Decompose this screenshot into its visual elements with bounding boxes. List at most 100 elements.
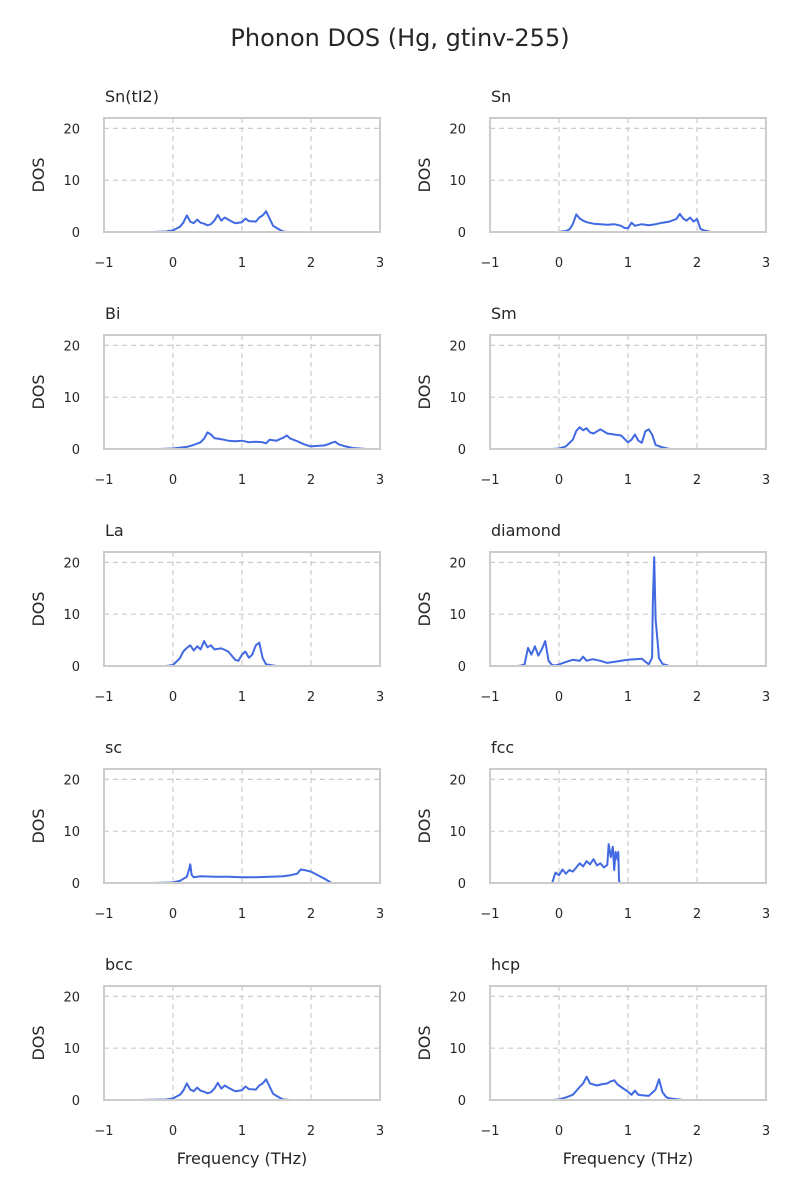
x-tick-label: 2 [307, 1124, 315, 1139]
y-axis-label: DOS [415, 374, 434, 409]
y-tick-label: 20 [449, 122, 466, 137]
y-axis-label: DOS [29, 591, 48, 626]
y-axis-label: DOS [415, 157, 434, 192]
x-tick-label: −1 [94, 1124, 113, 1139]
x-tick-label: 0 [555, 690, 563, 705]
dos-panel: diamond DOS −1 0 1 2 3 0 10 20 [415, 521, 770, 705]
panel-title: fcc [491, 738, 514, 757]
x-tick-label: 1 [238, 473, 246, 488]
y-tick-label: 20 [63, 122, 80, 137]
axes-frame [103, 117, 381, 233]
x-tick-label: 2 [693, 473, 701, 488]
y-tick-label: 20 [449, 773, 466, 788]
x-axis-label: Frequency (THz) [177, 1149, 307, 1168]
y-tick-label: 20 [449, 556, 466, 571]
y-tick-label: 20 [449, 339, 466, 354]
axes-frame [103, 985, 381, 1101]
y-tick-label: 10 [63, 608, 80, 623]
dos-panel: hcp DOS −1 0 1 2 3 0 10 20 Frequency (THz) [415, 955, 770, 1168]
x-axis-label: Frequency (THz) [563, 1149, 693, 1168]
dos-series-line [159, 431, 367, 450]
x-tick-label: 3 [762, 907, 770, 922]
y-tick-label: 20 [63, 339, 80, 354]
y-axis-label: DOS [29, 1025, 48, 1060]
axes-frame [489, 334, 767, 450]
dos-series-line [165, 640, 277, 667]
y-tick-label: 0 [458, 1094, 466, 1109]
x-tick-label: 0 [169, 690, 177, 705]
y-tick-label: 10 [449, 174, 466, 189]
y-tick-label: 20 [63, 773, 80, 788]
y-tick-label: 10 [63, 825, 80, 840]
x-tick-label: 0 [555, 1124, 563, 1139]
y-tick-label: 0 [458, 443, 466, 458]
panel-title: Sn(tI2) [105, 87, 159, 106]
x-tick-label: −1 [480, 907, 499, 922]
x-tick-label: −1 [480, 690, 499, 705]
x-tick-label: 0 [169, 907, 177, 922]
x-tick-label: 3 [762, 1124, 770, 1139]
x-tick-label: 1 [624, 690, 632, 705]
x-tick-label: 1 [624, 256, 632, 271]
y-tick-label: 0 [72, 443, 80, 458]
y-axis-label: DOS [415, 591, 434, 626]
dos-panel: La DOS −1 0 1 2 3 0 10 20 [29, 521, 384, 705]
y-tick-label: 0 [72, 226, 80, 241]
dos-panel: Sn DOS −1 0 1 2 3 0 10 20 [415, 87, 770, 271]
axes-frame [103, 334, 381, 450]
y-tick-label: 10 [63, 391, 80, 406]
x-tick-label: 3 [762, 690, 770, 705]
axes-frame [103, 551, 381, 667]
x-tick-label: 0 [169, 256, 177, 271]
x-tick-label: 2 [693, 690, 701, 705]
x-tick-label: 0 [555, 907, 563, 922]
x-tick-label: −1 [480, 256, 499, 271]
x-tick-label: 1 [238, 907, 246, 922]
x-tick-label: 2 [693, 1124, 701, 1139]
x-tick-label: 1 [624, 1124, 632, 1139]
panel-title: bcc [105, 955, 133, 974]
x-tick-label: 0 [555, 256, 563, 271]
dos-series-line [552, 426, 670, 450]
y-tick-label: 10 [449, 1042, 466, 1057]
x-tick-label: −1 [94, 256, 113, 271]
dos-series-line [152, 210, 288, 233]
panel-title: La [105, 521, 124, 540]
dos-series-line [138, 1078, 291, 1101]
y-tick-label: 0 [458, 226, 466, 241]
y-tick-label: 20 [449, 990, 466, 1005]
dos-panel: fcc DOS −1 0 1 2 3 0 10 20 [415, 738, 770, 922]
axes-frame [489, 551, 767, 667]
x-tick-label: 1 [238, 256, 246, 271]
axes-frame [489, 117, 767, 233]
x-tick-label: −1 [480, 473, 499, 488]
x-tick-label: 3 [376, 907, 384, 922]
dos-panel: sc DOS −1 0 1 2 3 0 10 20 [29, 738, 384, 922]
axes-frame [103, 768, 381, 884]
dos-panel: bcc DOS −1 0 1 2 3 0 10 20 Frequency (THz) [29, 955, 384, 1168]
y-axis-label: DOS [29, 374, 48, 409]
panel-title: hcp [491, 955, 520, 974]
dos-panel: Bi DOS −1 0 1 2 3 0 10 20 [29, 304, 384, 488]
y-tick-label: 10 [449, 391, 466, 406]
x-tick-label: 3 [376, 690, 384, 705]
y-tick-label: 10 [449, 825, 466, 840]
dos-series-line [524, 212, 712, 233]
y-tick-label: 0 [72, 660, 80, 675]
x-tick-label: 0 [169, 1124, 177, 1139]
x-tick-label: 3 [762, 256, 770, 271]
x-tick-label: −1 [480, 1124, 499, 1139]
x-tick-label: 0 [169, 473, 177, 488]
axes-frame [489, 768, 767, 884]
x-tick-label: 1 [238, 690, 246, 705]
x-tick-label: 2 [307, 690, 315, 705]
x-tick-label: 3 [376, 256, 384, 271]
x-tick-label: 1 [238, 1124, 246, 1139]
x-tick-label: 2 [307, 256, 315, 271]
y-tick-label: 20 [63, 990, 80, 1005]
y-axis-label: DOS [415, 808, 434, 843]
x-tick-label: 1 [624, 907, 632, 922]
axes-frame [489, 985, 767, 1101]
dos-series-line [552, 1075, 684, 1101]
